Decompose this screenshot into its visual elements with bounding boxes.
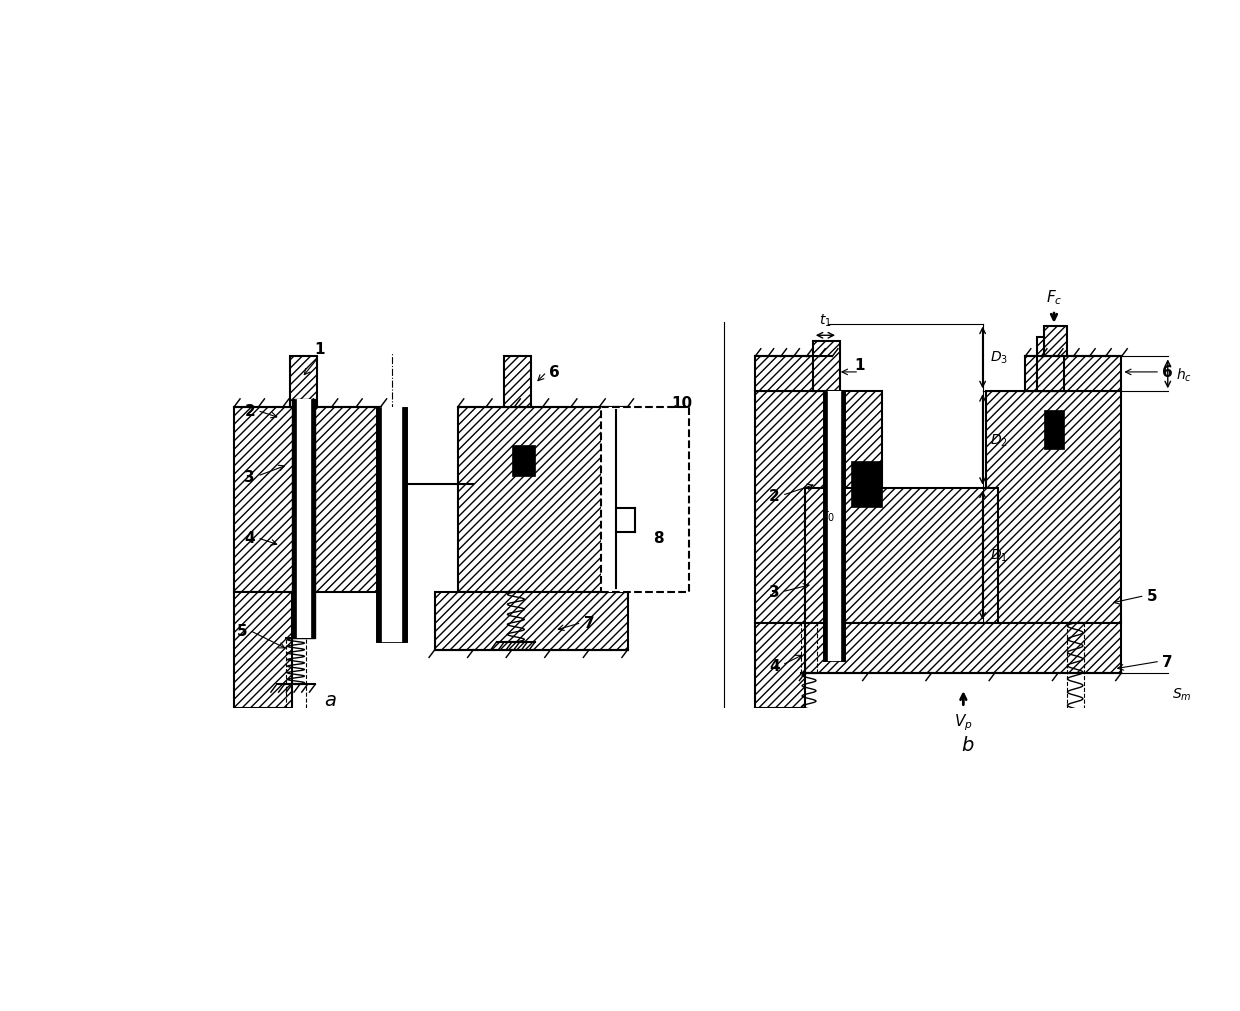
Bar: [295, 399, 312, 639]
Bar: [823, 392, 827, 661]
Bar: [1025, 357, 1121, 392]
Text: $S_m$: $S_m$: [1172, 686, 1192, 703]
Text: b: b: [961, 735, 973, 754]
Bar: [1037, 338, 1064, 392]
Bar: [512, 446, 536, 476]
Bar: [234, 407, 381, 592]
Text: $F_c$: $F_c$: [1045, 288, 1063, 307]
Text: $t_1$: $t_1$: [820, 312, 832, 329]
Bar: [379, 407, 403, 642]
Bar: [376, 407, 407, 642]
Text: 6: 6: [549, 365, 559, 380]
Bar: [987, 392, 1121, 623]
Text: $V_p$: $V_p$: [954, 712, 972, 732]
Bar: [293, 399, 296, 639]
Text: 4: 4: [244, 531, 255, 546]
Bar: [600, 407, 689, 592]
Bar: [805, 488, 998, 623]
Text: $t_0$: $t_0$: [822, 507, 835, 524]
Bar: [1044, 411, 1064, 450]
Text: 6: 6: [1162, 365, 1173, 380]
Bar: [290, 357, 317, 407]
Text: $h_c$: $h_c$: [1176, 366, 1192, 383]
Text: 5: 5: [1147, 588, 1158, 604]
Text: 1: 1: [314, 342, 325, 357]
Bar: [755, 392, 883, 623]
Text: a: a: [325, 691, 337, 710]
Bar: [311, 399, 315, 639]
Text: 8: 8: [653, 531, 663, 546]
Bar: [505, 357, 531, 407]
Bar: [435, 592, 627, 650]
Text: 7: 7: [1162, 654, 1173, 669]
Text: $D_3$: $D_3$: [991, 349, 1008, 365]
Bar: [805, 623, 1121, 673]
Bar: [813, 342, 839, 392]
Text: 2: 2: [244, 403, 255, 419]
Bar: [293, 399, 315, 639]
Bar: [755, 623, 805, 708]
Bar: [376, 407, 381, 642]
Text: $D_2$: $D_2$: [991, 432, 1008, 448]
Bar: [827, 392, 842, 661]
Text: 3: 3: [244, 469, 255, 484]
Bar: [403, 407, 407, 642]
Bar: [234, 592, 293, 708]
Text: 10: 10: [671, 396, 692, 410]
Text: 2: 2: [769, 488, 780, 503]
Text: 4: 4: [769, 658, 780, 673]
Text: 5: 5: [237, 623, 247, 638]
Text: $D_1$: $D_1$: [991, 547, 1008, 564]
Text: 1: 1: [854, 357, 864, 372]
Bar: [852, 461, 883, 508]
Bar: [1044, 327, 1068, 357]
Text: 7: 7: [584, 616, 594, 631]
Text: 3: 3: [769, 584, 780, 600]
Bar: [823, 392, 844, 661]
Bar: [841, 392, 844, 661]
Bar: [755, 357, 832, 392]
Bar: [458, 407, 627, 592]
